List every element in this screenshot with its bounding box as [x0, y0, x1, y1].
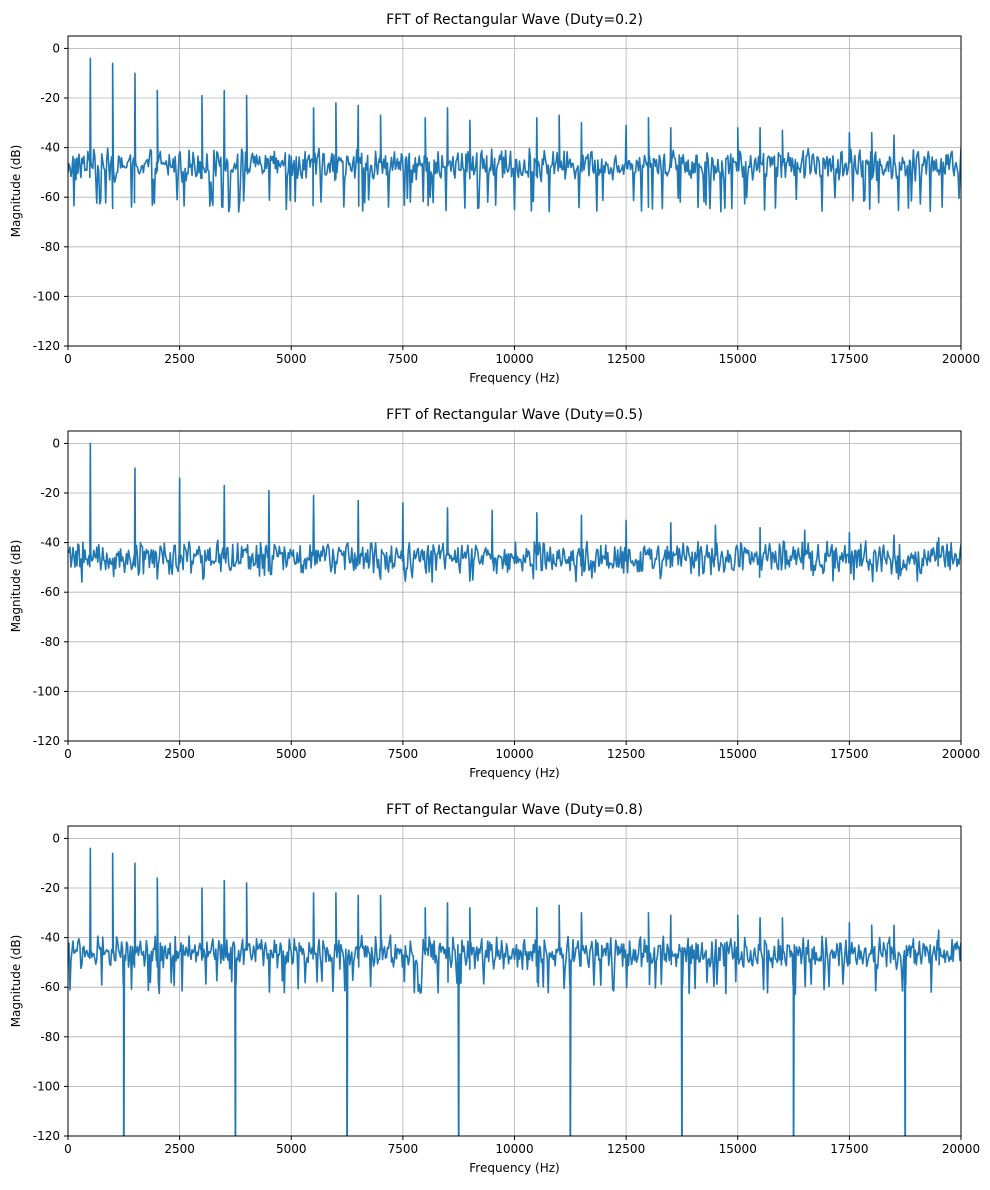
x-tick-label: 20000 [942, 1142, 980, 1156]
x-tick-label: 20000 [942, 352, 980, 366]
x-tick-label: 17500 [830, 1142, 868, 1156]
x-axis: 0 2500 5000 7500 10000 12500 15000 17500 20000 Fr… [64, 1136, 980, 1175]
x-tick-label: 12500 [607, 747, 645, 761]
y-tick-label: -100 [33, 1079, 60, 1093]
chart-title: FFT of Rectangular Wave (Duty=0.2) [386, 12, 643, 28]
x-tick-label: 0 [64, 747, 72, 761]
x-tick-label: 5000 [276, 1142, 307, 1156]
x-tick-label: 17500 [830, 352, 868, 366]
y-tick-label: -100 [33, 684, 60, 698]
y-tick-label: -40 [40, 536, 60, 550]
y-tick-label: -20 [40, 91, 60, 105]
x-tick-label: 7500 [388, 1142, 419, 1156]
x-tick-label: 5000 [276, 747, 307, 761]
x-axis: 0 2500 5000 7500 10000 12500 15000 17500 20000 Fr… [64, 346, 980, 385]
chart-title: FFT of Rectangular Wave (Duty=0.5) [386, 407, 643, 423]
x-tick-label: 5000 [276, 352, 307, 366]
x-tick-label: 17500 [830, 747, 868, 761]
x-tick-label: 10000 [495, 352, 533, 366]
x-tick-label: 2500 [164, 352, 195, 366]
x-tick-label: 2500 [164, 747, 195, 761]
y-tick-label: -120 [33, 339, 60, 353]
x-axis-label: Frequency (Hz) [469, 766, 560, 780]
chart-title: FFT of Rectangular Wave (Duty=0.8) [386, 802, 643, 818]
x-tick-label: 10000 [495, 747, 533, 761]
y-tick-label: -80 [40, 240, 60, 254]
y-tick-label: -120 [33, 734, 60, 748]
y-axis-label: Magnitude (dB) [9, 935, 23, 1028]
series-line [68, 57, 961, 213]
series-line [68, 847, 961, 1136]
y-tick-label: -60 [40, 190, 60, 204]
x-tick-label: 2500 [164, 1142, 195, 1156]
y-tick-label: -80 [40, 635, 60, 649]
series-line [68, 442, 961, 583]
chart-3: FFT of Rectangular Wave (Duty=0.8) 0 2500 5… [9, 802, 980, 1175]
chart-1: FFT of Rectangular Wave (Duty=0.2) 0 2500 5… [9, 12, 980, 385]
x-tick-label: 0 [64, 352, 72, 366]
x-axis-label: Frequency (Hz) [469, 1161, 560, 1175]
y-tick-label: -40 [40, 931, 60, 945]
x-tick-label: 0 [64, 1142, 72, 1156]
y-axis: 0 -20 -40 -60 -80 -100 -120 Magnitude (dB) [9, 436, 68, 748]
x-tick-label: 15000 [719, 352, 757, 366]
x-tick-label: 7500 [388, 747, 419, 761]
x-axis-label: Frequency (Hz) [469, 371, 560, 385]
y-axis-label: Magnitude (dB) [9, 540, 23, 633]
x-tick-label: 15000 [719, 1142, 757, 1156]
y-tick-label: -60 [40, 585, 60, 599]
y-tick-label: 0 [52, 831, 60, 845]
y-tick-label: -40 [40, 141, 60, 155]
y-axis-label: Magnitude (dB) [9, 145, 23, 238]
chart-2: FFT of Rectangular Wave (Duty=0.5) 0 2500 5… [9, 407, 980, 780]
y-tick-label: -120 [33, 1129, 60, 1143]
y-axis: 0 -20 -40 -60 -80 -100 -120 Magnitude (dB) [9, 41, 68, 353]
y-tick-label: -100 [33, 289, 60, 303]
x-tick-label: 7500 [388, 352, 419, 366]
x-tick-label: 12500 [607, 1142, 645, 1156]
x-tick-label: 20000 [942, 747, 980, 761]
y-axis: 0 -20 -40 -60 -80 -100 -120 Magnitude (dB) [9, 831, 68, 1143]
x-tick-label: 15000 [719, 747, 757, 761]
y-tick-label: -80 [40, 1030, 60, 1044]
y-tick-label: -60 [40, 980, 60, 994]
x-tick-label: 12500 [607, 352, 645, 366]
x-axis: 0 2500 5000 7500 10000 12500 15000 17500 20000 Fr… [64, 741, 980, 780]
y-tick-label: -20 [40, 881, 60, 895]
x-tick-label: 10000 [495, 1142, 533, 1156]
y-tick-label: 0 [52, 41, 60, 55]
y-tick-label: -20 [40, 486, 60, 500]
y-tick-label: 0 [52, 436, 60, 450]
